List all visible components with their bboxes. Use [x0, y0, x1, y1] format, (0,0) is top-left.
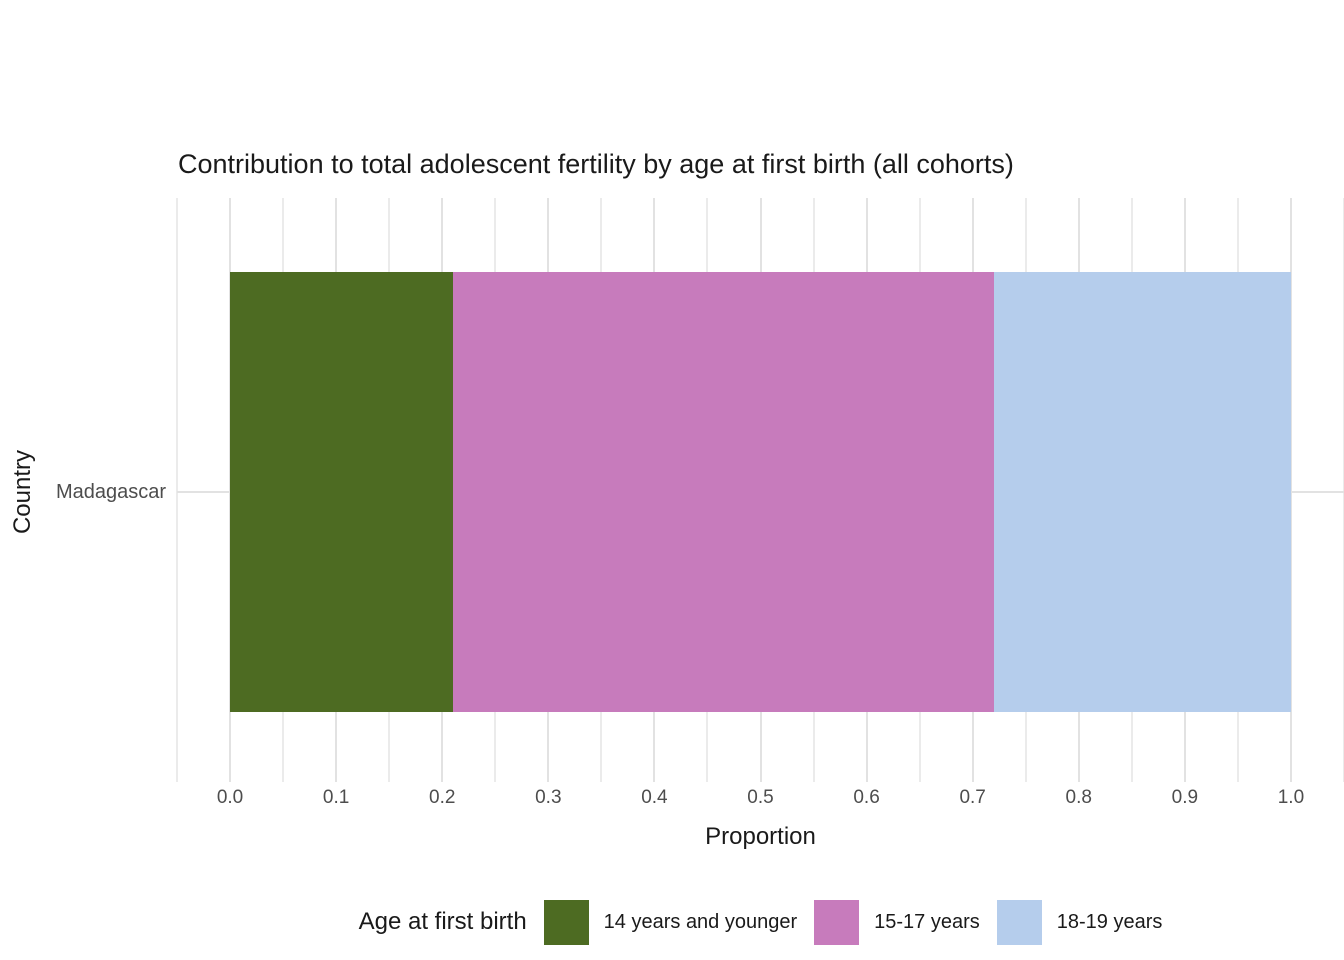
legend: Age at first birth 14 years and younger …	[177, 898, 1344, 946]
x-axis-title-row: Proportion	[177, 823, 1344, 851]
x-minor-gridline	[176, 198, 178, 782]
stacked-bar-madagascar	[230, 272, 1291, 712]
x-tick-label: 0.4	[641, 787, 668, 808]
plot-panel	[176, 198, 1344, 782]
x-tick-label: 0.2	[429, 787, 456, 808]
bar-segment-14-years-and-younger	[230, 272, 453, 712]
x-tick-label: 0.7	[959, 787, 986, 808]
x-tick-label: 0.3	[535, 787, 562, 808]
x-axis-title: Proportion	[705, 823, 816, 850]
legend-item-14-years-and-younger: 14 years and younger	[543, 899, 798, 945]
x-major-gridline	[1289, 198, 1292, 782]
x-tick-label: 0.6	[853, 787, 880, 808]
legend-swatch-18-19-years	[996, 899, 1042, 945]
x-tick-label: 0.9	[1171, 787, 1199, 808]
x-tick-label: 0.5	[747, 787, 774, 808]
x-tick-label: 1.0	[1277, 787, 1305, 808]
x-axis-ticks: 0.0 0.1 0.2 0.3 0.4 0.5 0.6 0.7 0.8 0.9 1.0	[177, 787, 1344, 813]
legend-label-18-19-years: 18-19 years	[1056, 910, 1163, 933]
legend-swatch-15-17-years	[814, 899, 860, 945]
bar-segment-15-17-years	[452, 272, 994, 712]
bar-segment-18-19-years	[993, 272, 1291, 712]
legend-item-15-17-years: 15-17 years	[814, 899, 980, 945]
x-tick-label: 0.8	[1065, 787, 1092, 808]
chart-title: Contribution to total adolescent fertili…	[178, 149, 1014, 179]
legend-item-18-19-years: 18-19 years	[996, 899, 1163, 945]
y-tick-label-madagascar: Madagascar	[55, 481, 166, 503]
legend-title: Age at first birth	[358, 908, 527, 935]
x-tick-label: 0.1	[322, 787, 350, 808]
legend-label-15-17-years: 15-17 years	[874, 910, 980, 933]
legend-swatch-14-years-and-younger	[543, 899, 589, 945]
legend-label-14-years-and-younger: 14 years and younger	[603, 910, 798, 933]
x-tick-label: 0.0	[216, 787, 244, 808]
